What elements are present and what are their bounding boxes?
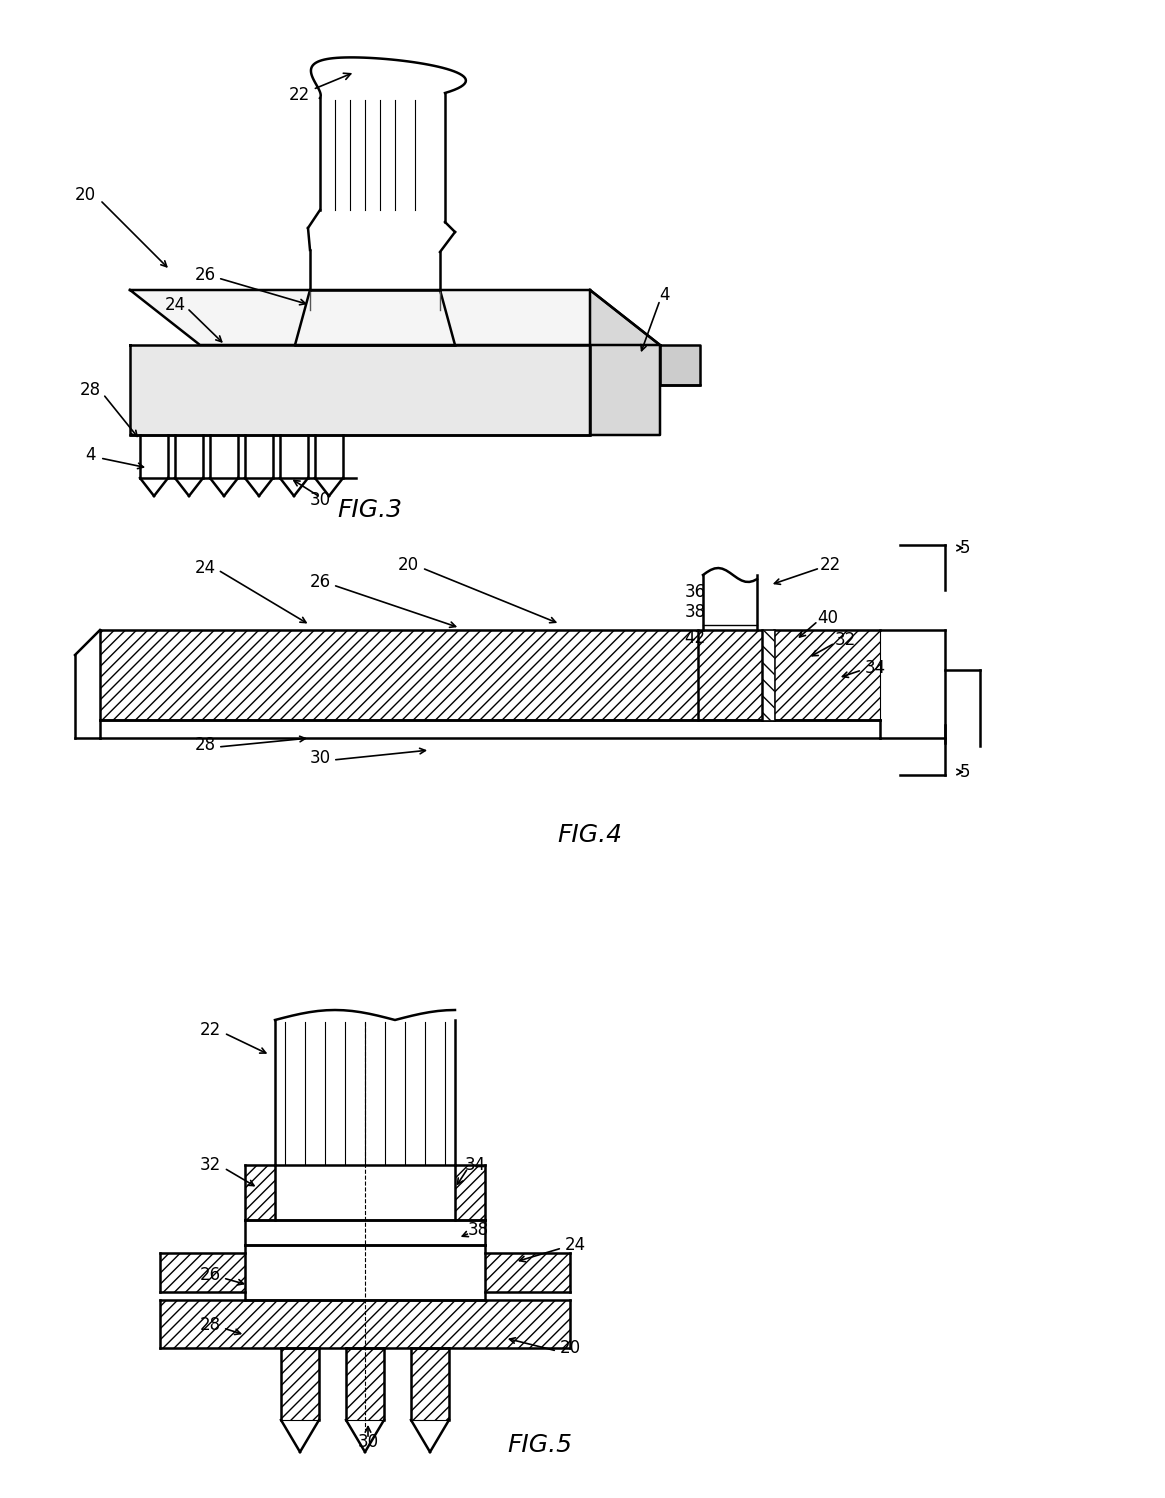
Text: 26: 26 [195,267,216,285]
Text: 5: 5 [960,762,970,780]
Bar [160,1252,245,1291]
Text: 22: 22 [289,73,351,103]
Text: 5: 5 [960,539,970,557]
Text: 38: 38 [685,604,706,622]
Text: 26: 26 [310,574,331,592]
Text: 30: 30 [310,491,331,509]
Text: 28: 28 [199,1317,220,1335]
Bar [485,1252,570,1291]
Text: 4: 4 [659,286,670,304]
Text: 28: 28 [79,380,100,398]
Bar [245,1165,275,1219]
Bar [411,1348,449,1420]
Polygon shape [130,345,589,434]
Text: FIG.4: FIG.4 [558,822,622,846]
Text: FIG.3: FIG.3 [338,497,402,521]
Text: 32: 32 [834,631,855,649]
Bar [100,631,880,721]
Text: FIG.5: FIG.5 [508,1434,572,1458]
Text: 24: 24 [564,1236,586,1254]
Text: 30: 30 [358,1434,379,1452]
Bar [762,631,774,721]
Text: 36: 36 [685,583,706,601]
Text: 24: 24 [164,297,185,315]
Polygon shape [130,291,661,345]
Text: 34: 34 [465,1156,486,1174]
Text: 38: 38 [467,1221,488,1239]
Text: 22: 22 [199,1022,220,1040]
Text: 40: 40 [818,610,839,628]
Text: 20: 20 [397,556,418,574]
Text: 32: 32 [199,1156,220,1174]
Text: 22: 22 [819,556,841,574]
Bar [346,1348,384,1420]
Bar [281,1348,319,1420]
Bar [160,1300,570,1348]
Polygon shape [661,345,700,385]
Text: 20: 20 [559,1339,580,1357]
Text: 28: 28 [195,736,216,753]
Text: 34: 34 [864,659,885,677]
Text: 30: 30 [310,749,331,767]
Text: 42: 42 [685,629,706,647]
Polygon shape [589,291,661,434]
Bar [456,1165,485,1219]
Text: 4: 4 [85,446,96,464]
Text: 26: 26 [199,1266,220,1284]
Text: 20: 20 [75,186,96,204]
Text: 24: 24 [195,559,216,577]
